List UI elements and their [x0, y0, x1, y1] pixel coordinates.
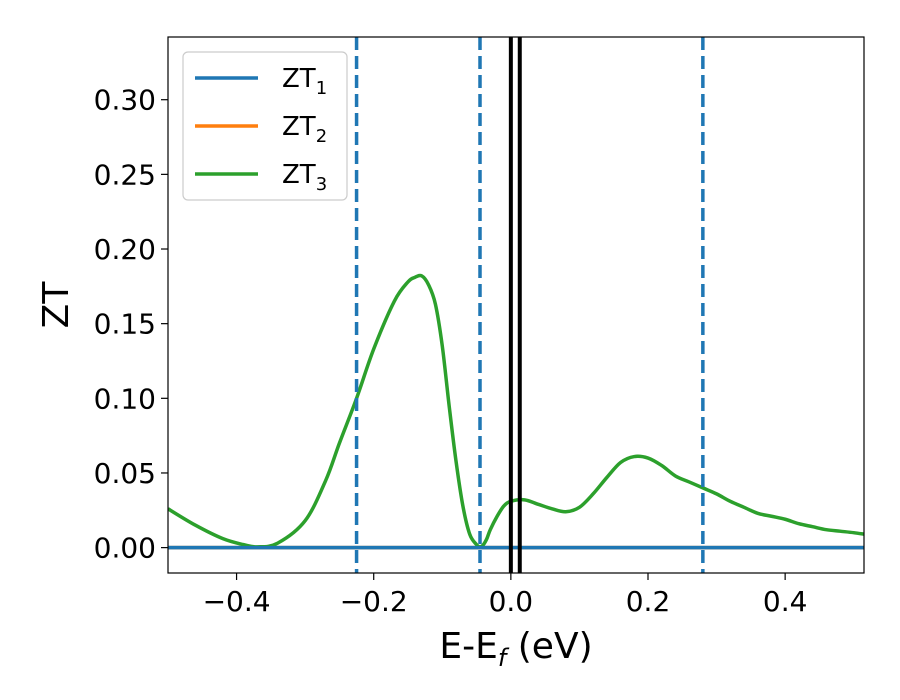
y-tick-label: 0.30 — [94, 84, 156, 117]
x-axis: −0.4 −0.2 0.0 0.2 0.4 — [203, 573, 808, 618]
x-axis-label: E-Ef (eV) — [439, 626, 592, 672]
x-axis-label-main: E-E — [439, 626, 497, 667]
y-tick-label: 0.10 — [94, 382, 156, 415]
vline-layer — [354, 37, 705, 573]
y-tick-label: 0.25 — [94, 158, 156, 191]
y-axis: 0.00 0.05 0.10 0.15 0.20 0.25 0.30 — [94, 84, 168, 565]
y-axis-label: ZT — [36, 281, 77, 329]
x-tick-label: −0.2 — [340, 585, 408, 618]
x-tick-label: 0.0 — [489, 585, 534, 618]
y-tick-label: 0.15 — [94, 308, 156, 341]
series-line-zt3 — [168, 273, 864, 549]
y-tick-label: 0.05 — [94, 457, 156, 490]
x-axis-label-suffix: (eV) — [506, 626, 592, 667]
x-tick-label: 0.4 — [763, 585, 808, 618]
y-tick-label: 0.20 — [94, 233, 156, 266]
series-layer — [168, 273, 864, 550]
plot-frame — [167, 36, 865, 574]
legend: ZT1 ZT2 ZT3 — [182, 51, 348, 201]
x-tick-label: 0.2 — [626, 585, 671, 618]
x-tick-label: −0.4 — [203, 585, 271, 618]
legend-label-zt3: ZT3 — [282, 160, 327, 195]
y-tick-label: 0.00 — [94, 532, 156, 565]
legend-label-zt2: ZT2 — [282, 112, 327, 147]
legend-label-zt1: ZT1 — [282, 64, 327, 99]
legend-box — [182, 51, 348, 201]
